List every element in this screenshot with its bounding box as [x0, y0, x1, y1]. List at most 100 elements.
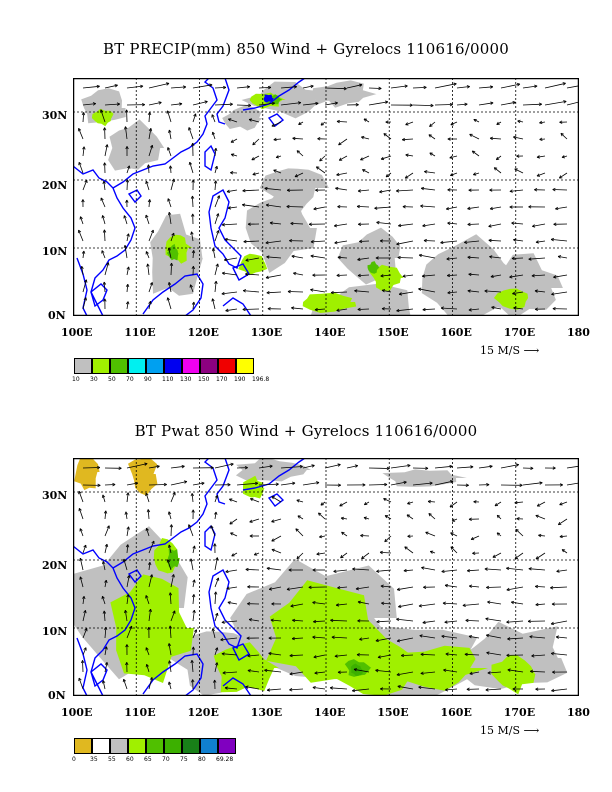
wind-vector-head	[269, 221, 273, 225]
wind-vector-head	[103, 162, 107, 166]
wind-vector-head	[512, 101, 516, 105]
wind-vector	[442, 602, 458, 605]
legend-tick-label: 170	[216, 376, 228, 383]
wind-vector	[512, 291, 524, 295]
wind-vector-head	[359, 637, 363, 641]
wind-vector-head	[471, 150, 476, 154]
wind-vector-head	[380, 156, 385, 161]
wind-vector-head	[380, 584, 384, 588]
wind-vector	[404, 546, 414, 554]
wind-vector-head	[449, 464, 453, 469]
wind-vector-head	[129, 625, 133, 630]
wind-vector-head	[254, 481, 259, 486]
panel-2-xlabel: 140E	[314, 706, 346, 719]
wind-vector	[418, 603, 436, 607]
wind-vector	[214, 103, 233, 106]
wind-vector	[280, 482, 296, 486]
wind-vector	[170, 86, 186, 89]
wind-vector-head	[266, 290, 270, 295]
wind-vector-head	[145, 647, 149, 651]
wind-vector	[148, 145, 153, 157]
wind-vector	[82, 179, 88, 191]
wind-vector-head	[228, 118, 232, 122]
wind-vector	[530, 670, 546, 673]
wind-vector-head	[245, 258, 249, 262]
wind-vector-head	[271, 519, 275, 523]
wind-vector	[80, 216, 84, 225]
wind-vector-head	[440, 240, 444, 245]
wind-vector	[473, 172, 480, 176]
wind-vector-head	[225, 308, 229, 313]
wind-vector-head	[275, 155, 280, 159]
wind-vector	[314, 671, 326, 674]
wind-vector	[346, 84, 363, 89]
wind-vector-head	[423, 238, 427, 243]
legend-tick-label: 75	[180, 756, 188, 763]
wind-vector-head	[509, 205, 513, 209]
wind-vector	[191, 231, 194, 242]
wind-vector	[384, 535, 392, 543]
wind-vector-head	[265, 240, 269, 245]
wind-vector	[269, 586, 282, 590]
panel-2-ylabel-30n: 30N	[42, 489, 68, 502]
wind-vector-head	[467, 289, 471, 293]
panel-1-ylabel-20n: 20N	[42, 179, 68, 192]
wind-vector-head	[295, 528, 299, 532]
wind-vector	[421, 187, 436, 191]
wind-vector	[396, 618, 414, 622]
wind-vector	[222, 671, 238, 674]
wind-vector	[266, 204, 282, 208]
wind-vector	[225, 569, 238, 573]
wind-vector-head	[158, 101, 162, 105]
wind-vector	[333, 569, 348, 572]
legend-tick-label: 70	[162, 756, 170, 763]
wind-vector-head	[396, 672, 400, 677]
wind-vector	[242, 189, 260, 192]
wind-vector-head	[396, 638, 401, 643]
wind-vector	[147, 263, 150, 276]
wind-vector-head	[123, 215, 127, 219]
wind-vector-head	[559, 534, 563, 539]
wind-vector	[247, 670, 260, 673]
wind-vector-head	[492, 554, 496, 558]
wind-vector	[78, 677, 84, 690]
wind-vector	[330, 291, 348, 294]
wind-vector	[412, 482, 433, 486]
wind-vector-head	[486, 585, 490, 590]
wind-vector	[375, 637, 392, 642]
wind-vector-head	[464, 652, 468, 657]
wind-vector-head	[126, 575, 131, 579]
wind-vector-head	[211, 248, 216, 252]
wind-vector-head	[179, 102, 183, 106]
wind-vector	[422, 620, 436, 624]
wind-vector	[245, 273, 260, 276]
wind-vector-head	[292, 481, 296, 486]
wind-vector-head	[557, 521, 562, 526]
wind-vector	[352, 568, 370, 571]
wind-vector-head	[376, 220, 380, 225]
wind-vector-head	[468, 272, 472, 277]
wind-vector-head	[515, 528, 519, 533]
wind-vector	[229, 498, 238, 503]
wind-vector	[126, 85, 144, 89]
wind-vector-head	[333, 569, 337, 573]
wind-vector	[258, 102, 275, 106]
wind-vector-head	[294, 174, 299, 178]
wind-vector-head	[80, 265, 84, 270]
wind-vector-head	[215, 557, 219, 561]
wind-vector-head	[465, 483, 469, 487]
wind-vector	[506, 620, 524, 623]
wind-vector-head	[507, 637, 511, 641]
wind-vector-head	[145, 180, 149, 185]
wind-vector-head	[418, 253, 423, 258]
wind-vector	[423, 240, 436, 242]
wind-vector-head	[190, 493, 195, 497]
wind-vector	[380, 551, 392, 554]
wind-vector-head	[487, 600, 491, 604]
wind-vector-head	[491, 305, 495, 310]
wind-vector-head	[419, 634, 423, 638]
wind-vector	[390, 85, 408, 89]
wind-vector-head	[429, 123, 433, 127]
wind-vector-head	[104, 543, 109, 548]
wind-vector	[82, 467, 100, 469]
